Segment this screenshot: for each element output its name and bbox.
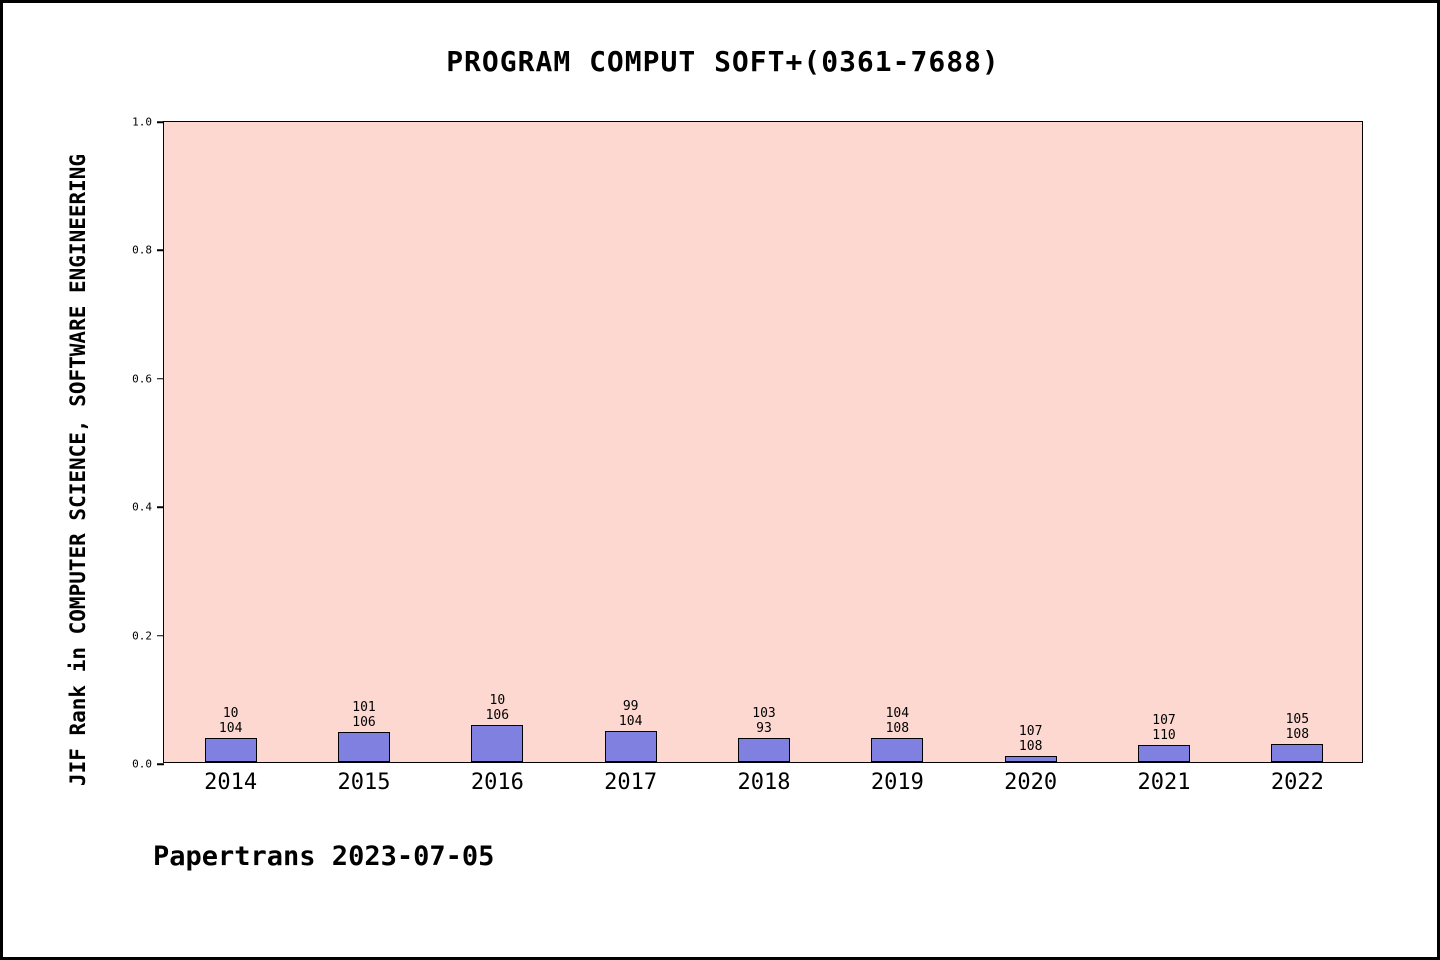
bar-2019 <box>871 738 924 762</box>
x-axis-tick-label-2017: 2017 <box>604 770 658 795</box>
bar-value-label-2022: 105 108 <box>1285 712 1310 743</box>
bar-value-label-2015: 101 106 <box>352 699 376 730</box>
x-axis-tick-label-2019: 2019 <box>870 770 924 795</box>
bar-value-label-2014: 10 104 <box>218 705 243 736</box>
bar-2015 <box>338 731 390 762</box>
y-axis-tick-label: 0.0 <box>132 757 152 771</box>
bar-value-label-2016: 10 106 <box>485 693 510 724</box>
bar-2021 <box>1138 744 1190 762</box>
watermark-text: Papertrans 2023-07-05 <box>153 841 495 872</box>
x-axis-tick-label-2016: 2016 <box>470 770 524 795</box>
y-axis-tick-mark <box>157 763 164 765</box>
y-axis-label: JIF Rank in COMPUTER SCIENCE, SOFTWARE E… <box>66 153 90 787</box>
bar-2017 <box>604 731 657 762</box>
plot-area: 0.0 0.2 0.4 0.6 0.8 1.0 10 104 2014 101 106 2015 1… <box>132 116 1363 795</box>
bar-2014 <box>204 737 257 762</box>
y-axis-tick-label: 0.2 <box>132 629 152 643</box>
bar-value-label-2019: 104 108 <box>885 706 910 737</box>
y-axis-tick-mark <box>157 121 164 123</box>
bar-value-label-2018: 103 93 <box>752 706 776 737</box>
bar-value-label-2017: 99 104 <box>618 699 643 730</box>
bar-value-label-2020: 107 108 <box>1018 723 1043 754</box>
bar-2022 <box>1271 744 1324 762</box>
x-axis-tick-label-2020: 2020 <box>1004 770 1058 795</box>
x-axis-tick-label-2015: 2015 <box>337 770 391 795</box>
bar-value-label-2021: 107 110 <box>1152 712 1176 743</box>
y-axis-tick-label: 0.8 <box>132 243 152 257</box>
bar-2016 <box>471 725 524 762</box>
y-axis-tick-mark <box>157 634 164 637</box>
y-axis-tick-label: 1.0 <box>132 115 152 129</box>
y-axis-tick-mark <box>157 506 164 508</box>
chart-title: PROGRAM COMPUT SOFT+(0361-7688) <box>446 45 1000 78</box>
y-axis-tick-mark <box>157 378 164 380</box>
y-axis-tick-mark <box>157 249 164 252</box>
x-axis-tick-label-2018: 2018 <box>737 770 791 795</box>
y-axis-tick-label: 0.4 <box>132 500 152 514</box>
x-axis-tick-label-2021: 2021 <box>1137 770 1191 795</box>
bar-2018 <box>738 738 790 762</box>
y-axis-tick-label: 0.6 <box>132 372 152 386</box>
x-axis-tick-label-2014: 2014 <box>204 770 258 795</box>
bar-2020 <box>1004 755 1057 762</box>
x-axis-tick-label-2022: 2022 <box>1270 770 1324 795</box>
